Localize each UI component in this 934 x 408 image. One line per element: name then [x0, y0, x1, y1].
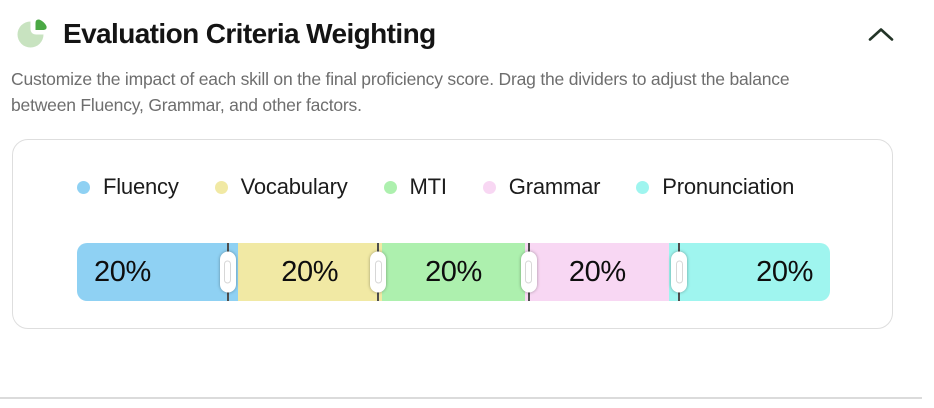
legend-dot-fluency	[77, 180, 90, 194]
weight-value-mti: 20%	[425, 255, 482, 288]
grip-icon	[224, 260, 232, 284]
segment-divider-2	[370, 243, 387, 301]
segment-divider-3	[520, 243, 537, 301]
legend-label-vocabulary: Vocabulary	[240, 174, 348, 199]
legend-item-grammar: Grammar	[482, 174, 601, 200]
weight-value-pronunciation: 20%	[756, 255, 813, 288]
weight-value-grammar: 20%	[568, 255, 626, 288]
divider-drag-handle-4[interactable]	[671, 251, 688, 293]
collapse-button[interactable]	[868, 23, 894, 46]
legend-dot-mti	[383, 180, 397, 194]
weight-value-fluency: 20%	[94, 255, 151, 288]
weight-bar: 20% 20% 20% 20% 20%	[77, 243, 830, 301]
panel-title: Evaluation Criteria Weighting	[63, 18, 436, 49]
panel-description: Customize the impact of each skill on th…	[11, 69, 790, 115]
divider-drag-handle-2[interactable]	[370, 251, 387, 293]
weight-segment-vocabulary: 20%	[237, 243, 382, 301]
weight-segment-fluency: 20%	[77, 243, 238, 301]
grip-icon	[374, 260, 382, 284]
segment-divider-1	[219, 243, 236, 301]
legend-item-vocabulary: Vocabulary	[214, 174, 348, 200]
legend-item-pronunciation: Pronunciation	[636, 174, 794, 200]
chevron-up-icon	[868, 27, 894, 41]
grip-icon	[525, 260, 533, 284]
section-divider	[0, 397, 922, 399]
weighting-card: Fluency Vocabulary MTI Grammar Pronunciation…	[12, 139, 893, 329]
pie-slice-light	[17, 21, 44, 48]
weight-segment-mti: 20%	[381, 243, 526, 301]
legend-dot-grammar	[482, 180, 496, 194]
legend-item-mti: MTI	[383, 174, 447, 200]
legend-item-fluency: Fluency	[77, 174, 179, 200]
pie-slice-dark	[35, 19, 47, 30]
weight-value-vocabulary: 20%	[281, 255, 339, 288]
segment-divider-4	[671, 243, 688, 301]
legend-label-pronunciation: Pronunciation	[662, 174, 795, 199]
legend-label-grammar: Grammar	[508, 174, 601, 199]
legend-label-fluency: Fluency	[103, 174, 179, 199]
divider-drag-handle-3[interactable]	[520, 251, 537, 293]
pie-chart-icon	[17, 19, 47, 48]
panel-header: Evaluation Criteria Weighting	[0, 0, 934, 52]
divider-drag-handle-1[interactable]	[219, 251, 236, 293]
weight-segment-pronunciation: 20%	[669, 243, 830, 301]
legend-dot-pronunciation	[636, 180, 650, 194]
grip-icon	[675, 260, 683, 284]
legend: Fluency Vocabulary MTI Grammar Pronunciation	[77, 174, 828, 200]
weight-segment-grammar: 20%	[525, 243, 670, 301]
legend-dot-vocabulary	[214, 180, 228, 194]
legend-label-mti: MTI	[409, 174, 447, 199]
